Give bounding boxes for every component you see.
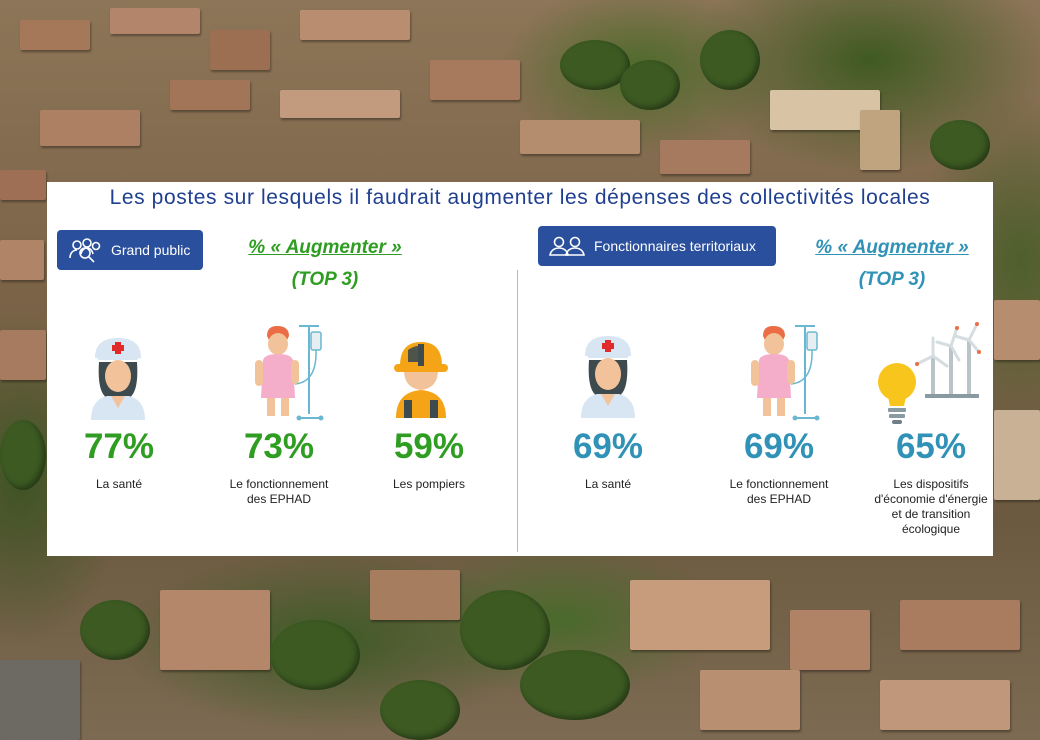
value-label: 69%	[743, 427, 815, 466]
panel-divider	[517, 270, 518, 552]
category-label: Les dispositifs d'économie d'énergie et …	[874, 477, 988, 536]
left-heading-line2: (TOP 3)	[291, 269, 359, 290]
category-label: La santé	[584, 477, 632, 491]
category-label: La santé	[95, 477, 143, 491]
badge-label: Fonctionnaires territoriaux	[594, 238, 756, 254]
category-label: Les pompiers	[392, 477, 466, 491]
chart-item: 77% La santé	[49, 428, 189, 492]
people-pair-icon	[548, 235, 586, 257]
chart-item: 69% Le fonctionnement des EPHAD	[709, 428, 849, 507]
right-heading: % « Augmenter » (TOP 3)	[783, 236, 1001, 292]
value-label: 69%	[572, 427, 644, 466]
badge-grand-public: Grand public	[57, 230, 203, 270]
chart-item: 73% Le fonctionnement des EPHAD	[209, 428, 349, 507]
category-label: Le fonctionnement des EPHAD	[229, 477, 329, 506]
chart-item: 65% Les dispositifs d'économie d'énergie…	[861, 428, 1001, 537]
value-label: 65%	[895, 427, 967, 466]
lightbulb-wind-turbine-icon	[878, 322, 981, 424]
patient-iv-icon	[751, 325, 820, 421]
left-heading: % « Augmenter » (TOP 3)	[217, 236, 433, 292]
left-heading-line1: % « Augmenter »	[248, 237, 402, 258]
value-label: 59%	[393, 427, 465, 466]
right-heading-line1: % « Augmenter »	[815, 237, 969, 258]
chart-item: 69% La santé	[538, 428, 678, 492]
patient-iv-icon	[255, 325, 324, 421]
right-heading-line2: (TOP 3)	[858, 269, 926, 290]
nurse-icon	[581, 336, 635, 418]
nurse-icon	[91, 338, 145, 420]
firefighter-icon	[394, 342, 448, 418]
category-label: Le fonctionnement des EPHAD	[729, 477, 829, 506]
infographic-panel: Les postes sur lesquels il faudrait augm…	[47, 182, 993, 556]
value-label: 73%	[243, 427, 315, 466]
badge-fonctionnaires: Fonctionnaires territoriaux	[538, 226, 776, 266]
infographic-title: Les postes sur lesquels il faudrait augm…	[109, 186, 931, 209]
badge-label: Grand public	[111, 242, 191, 258]
people-group-icon	[67, 236, 103, 264]
value-label: 77%	[83, 427, 155, 466]
chart-item: 59% Les pompiers	[359, 428, 499, 492]
